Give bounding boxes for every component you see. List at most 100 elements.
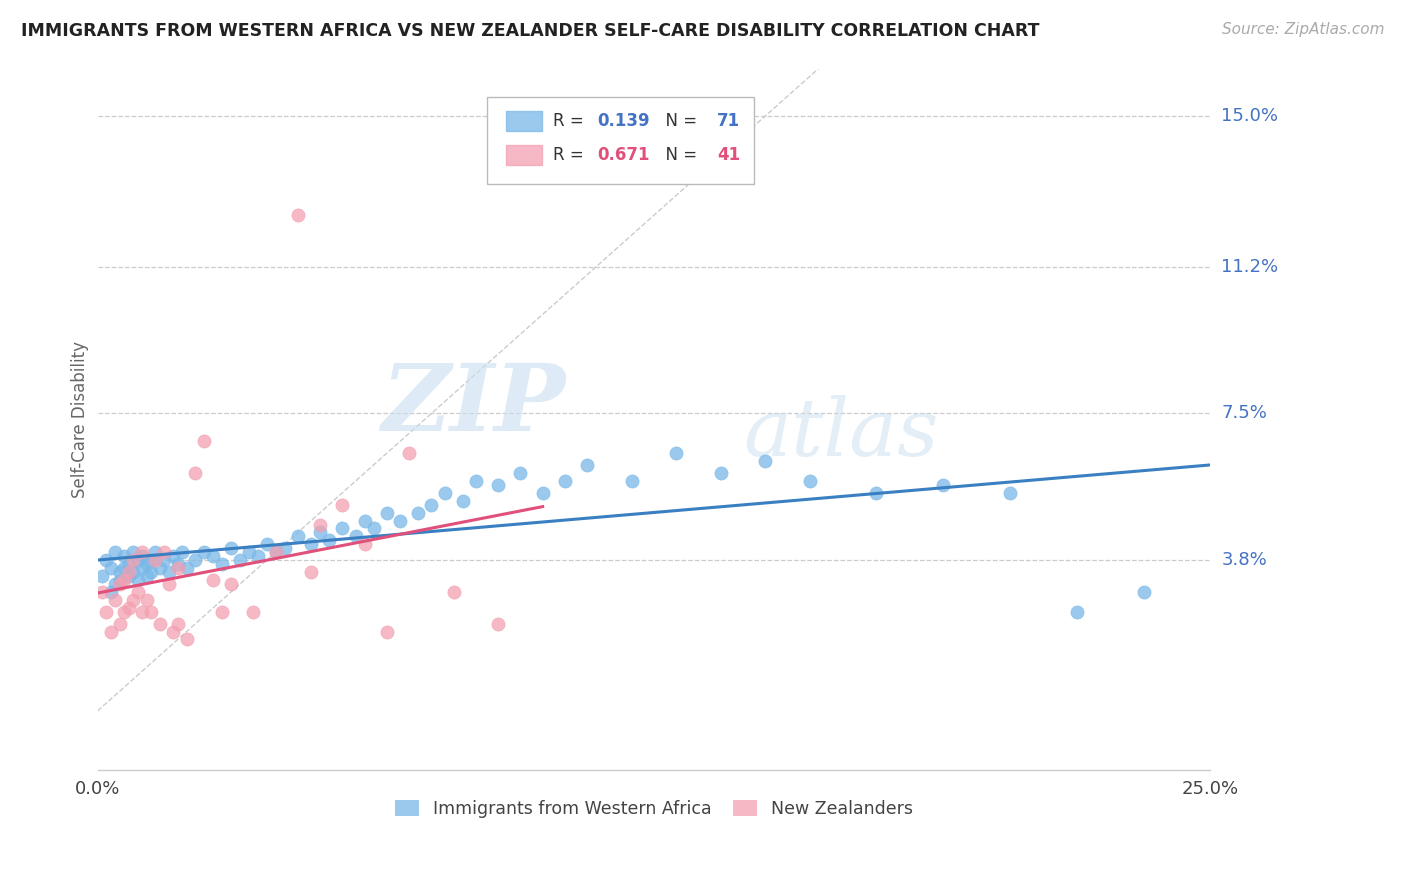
Point bbox=[219, 541, 242, 556]
Text: ZIP: ZIP bbox=[381, 360, 565, 450]
Point bbox=[112, 549, 135, 564]
Point bbox=[211, 605, 233, 619]
Point bbox=[184, 553, 207, 567]
Point bbox=[118, 569, 141, 583]
Text: N =: N = bbox=[655, 112, 703, 130]
Text: 0.671: 0.671 bbox=[598, 146, 650, 164]
Point bbox=[193, 545, 215, 559]
Point bbox=[166, 561, 188, 575]
Point bbox=[576, 458, 599, 472]
Point bbox=[104, 545, 127, 559]
Point bbox=[104, 577, 127, 591]
Point bbox=[157, 565, 180, 579]
Point bbox=[127, 585, 149, 599]
Point bbox=[389, 514, 412, 528]
Point bbox=[122, 553, 145, 567]
Point bbox=[166, 616, 188, 631]
Point bbox=[344, 529, 367, 543]
Text: 3.8%: 3.8% bbox=[1222, 551, 1267, 569]
Point bbox=[108, 577, 131, 591]
Point bbox=[318, 533, 340, 548]
Point bbox=[309, 525, 332, 540]
Text: R =: R = bbox=[553, 146, 589, 164]
Bar bbox=[506, 112, 541, 131]
Text: Source: ZipAtlas.com: Source: ZipAtlas.com bbox=[1222, 22, 1385, 37]
Point bbox=[162, 624, 184, 639]
Text: 11.2%: 11.2% bbox=[1222, 258, 1278, 276]
Point bbox=[242, 605, 264, 619]
Point bbox=[353, 514, 375, 528]
Point bbox=[264, 545, 287, 559]
Point bbox=[145, 553, 167, 567]
Point bbox=[118, 565, 141, 579]
Text: R =: R = bbox=[553, 112, 589, 130]
Text: 15.0%: 15.0% bbox=[1222, 107, 1278, 125]
Point bbox=[153, 553, 176, 567]
Point bbox=[184, 466, 207, 480]
Point bbox=[135, 557, 157, 571]
Point bbox=[127, 573, 149, 587]
Point bbox=[433, 485, 456, 500]
Point bbox=[264, 545, 287, 559]
Point bbox=[375, 624, 398, 639]
Point bbox=[620, 474, 643, 488]
Point bbox=[100, 585, 122, 599]
Point bbox=[104, 592, 127, 607]
Point bbox=[229, 553, 252, 567]
Text: atlas: atlas bbox=[742, 395, 938, 472]
Point bbox=[96, 605, 118, 619]
Point bbox=[509, 466, 531, 480]
Point bbox=[932, 478, 955, 492]
Point bbox=[176, 561, 198, 575]
Point bbox=[122, 565, 145, 579]
Point bbox=[112, 605, 135, 619]
Text: 7.5%: 7.5% bbox=[1222, 404, 1267, 423]
Point bbox=[865, 485, 887, 500]
Point bbox=[166, 557, 188, 571]
Point bbox=[131, 605, 153, 619]
Point bbox=[353, 537, 375, 551]
Point bbox=[443, 585, 465, 599]
Point bbox=[176, 632, 198, 647]
Legend: Immigrants from Western Africa, New Zealanders: Immigrants from Western Africa, New Zeal… bbox=[388, 793, 920, 825]
Point bbox=[118, 557, 141, 571]
Point bbox=[420, 498, 443, 512]
Point bbox=[309, 517, 332, 532]
Point bbox=[486, 478, 509, 492]
Point bbox=[91, 585, 114, 599]
Point bbox=[710, 466, 733, 480]
Point bbox=[1132, 585, 1154, 599]
Point bbox=[139, 605, 162, 619]
Point bbox=[1066, 605, 1088, 619]
Text: 41: 41 bbox=[717, 146, 741, 164]
Point bbox=[486, 616, 509, 631]
Point bbox=[256, 537, 278, 551]
Point bbox=[299, 537, 322, 551]
Point bbox=[332, 498, 354, 512]
Point bbox=[153, 545, 176, 559]
Point bbox=[273, 541, 295, 556]
Point bbox=[100, 624, 122, 639]
Bar bbox=[506, 145, 541, 165]
Point bbox=[299, 565, 322, 579]
Point bbox=[118, 600, 141, 615]
Point bbox=[287, 208, 309, 222]
Point bbox=[219, 577, 242, 591]
Point bbox=[135, 569, 157, 583]
Point bbox=[149, 616, 172, 631]
Point bbox=[122, 545, 145, 559]
Point bbox=[464, 474, 486, 488]
Point bbox=[139, 553, 162, 567]
Point bbox=[108, 565, 131, 579]
Point bbox=[375, 506, 398, 520]
Point bbox=[112, 573, 135, 587]
Point bbox=[554, 474, 576, 488]
Point bbox=[91, 569, 114, 583]
Point bbox=[398, 446, 420, 460]
Point bbox=[332, 521, 354, 535]
Point bbox=[202, 549, 225, 564]
Point bbox=[193, 434, 215, 449]
Point bbox=[202, 573, 225, 587]
Point bbox=[799, 474, 821, 488]
Point bbox=[122, 592, 145, 607]
